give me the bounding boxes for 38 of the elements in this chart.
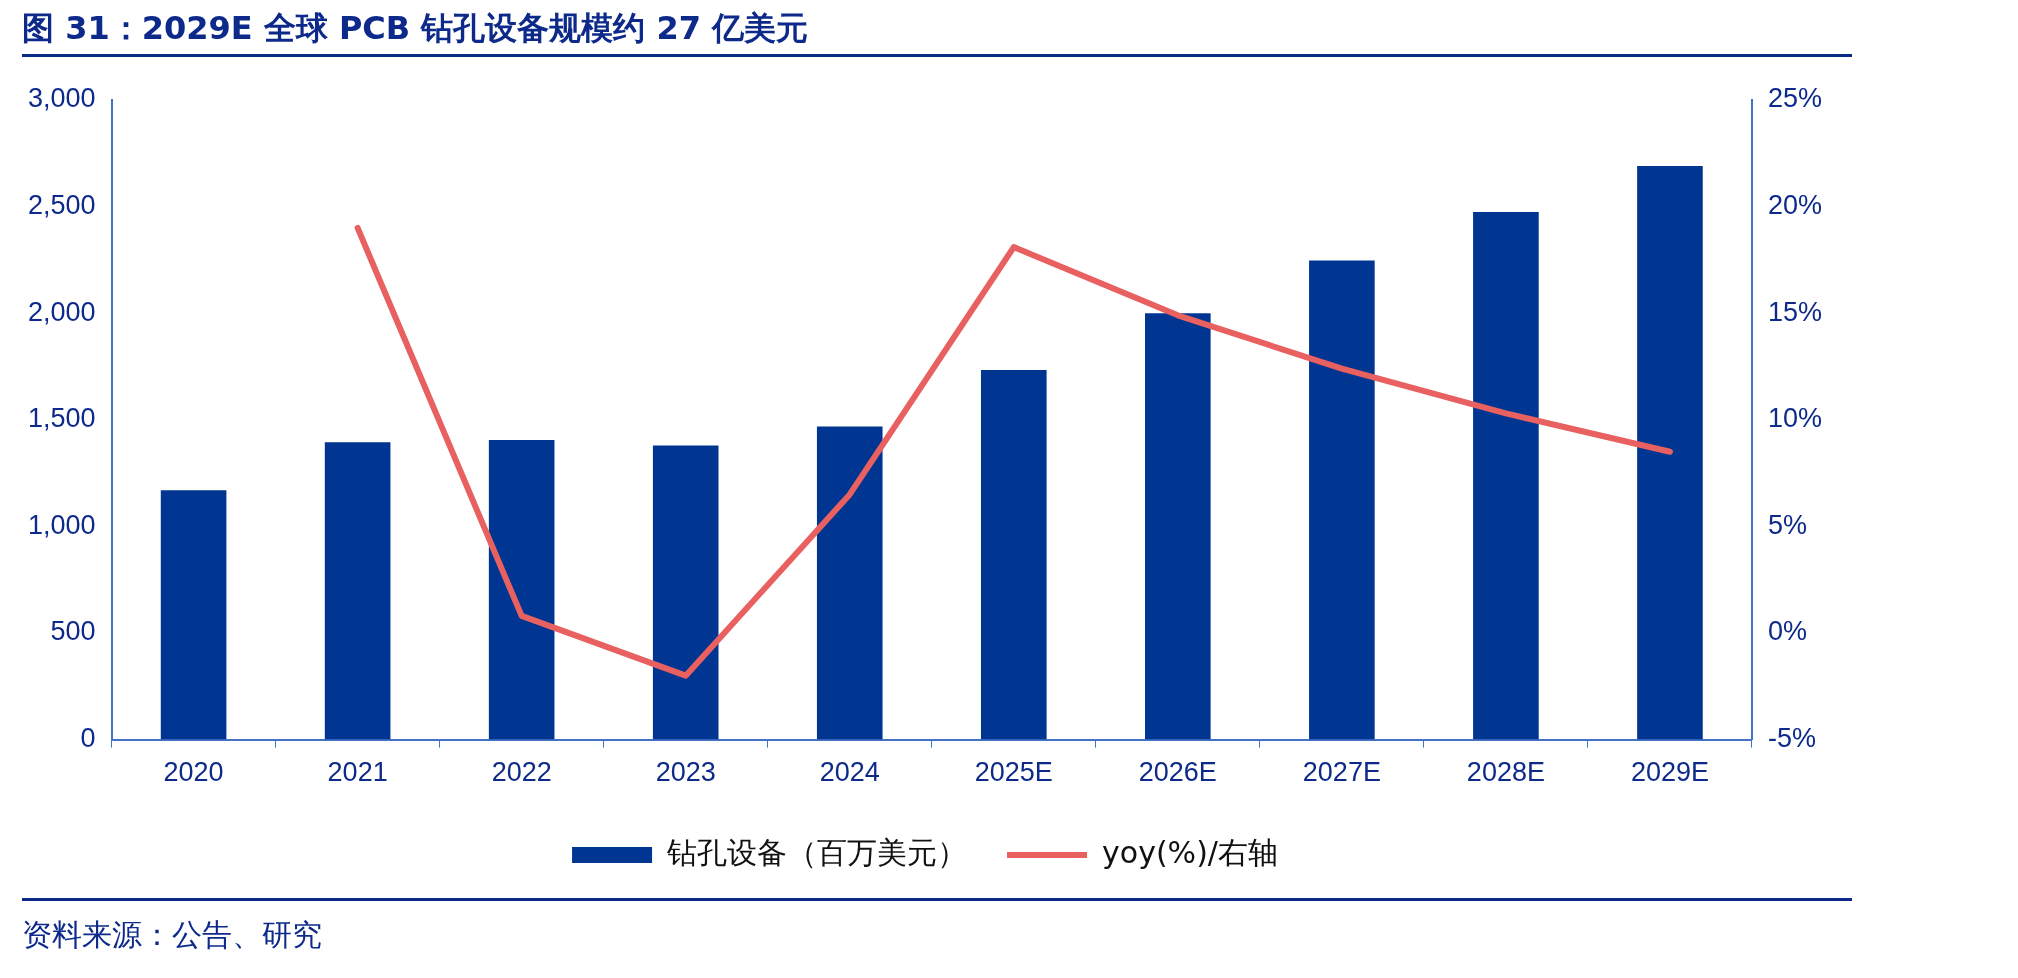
bar xyxy=(1637,166,1703,740)
x-tick-label: 2024 xyxy=(819,757,880,788)
y-tick-label: 1,500 xyxy=(27,403,96,434)
y2-tick-label: 5% xyxy=(1767,509,1807,540)
y2-tick-label: 20% xyxy=(1767,190,1823,221)
bar xyxy=(816,426,883,740)
bar xyxy=(160,490,227,740)
x-tick-label: 2021 xyxy=(327,757,388,788)
y-tick-label: 500 xyxy=(50,616,96,647)
text: 资料来源：公告、研究 xyxy=(22,898,1852,956)
y2-tick-label: -5% xyxy=(1767,723,1816,754)
y-tick-label: 0 xyxy=(80,723,96,754)
y2-tick-label: 25% xyxy=(1767,83,1823,114)
bar xyxy=(652,445,719,740)
y-tick-label: 1,000 xyxy=(27,509,96,540)
chart-title: 图 31：2029E 全球 PCB 钻孔设备规模约 27 亿美元 xyxy=(22,4,1852,57)
y2-tick-label: 15% xyxy=(1767,296,1823,327)
x-tick-label: 2028E xyxy=(1466,757,1545,788)
y2-tick-label: 0% xyxy=(1767,616,1807,647)
bar xyxy=(1145,313,1211,740)
x-tick-label: 2027E xyxy=(1302,757,1381,788)
legend-label: 钻孔设备（百万美元） xyxy=(666,834,968,870)
x-tick-label: 2023 xyxy=(655,757,716,788)
bar xyxy=(1473,211,1539,740)
bar xyxy=(488,440,555,740)
bar xyxy=(1309,260,1375,740)
y-tick-label: 2,500 xyxy=(27,190,96,221)
x-tick-label: 2029E xyxy=(1630,757,1709,788)
y2-tick-label: 10% xyxy=(1767,403,1823,434)
bar xyxy=(324,442,391,740)
x-tick-label: 2026E xyxy=(1138,757,1217,788)
legend-label: yoy(%)/右轴 xyxy=(1102,834,1278,870)
x-tick-label: 2020 xyxy=(163,757,224,788)
y-tick-label: 3,000 xyxy=(27,83,96,114)
x-tick-label: 2025E xyxy=(974,757,1053,788)
x-tick-label: 2022 xyxy=(491,757,552,788)
bar xyxy=(980,369,1047,740)
y-tick-label: 2,000 xyxy=(27,296,96,327)
